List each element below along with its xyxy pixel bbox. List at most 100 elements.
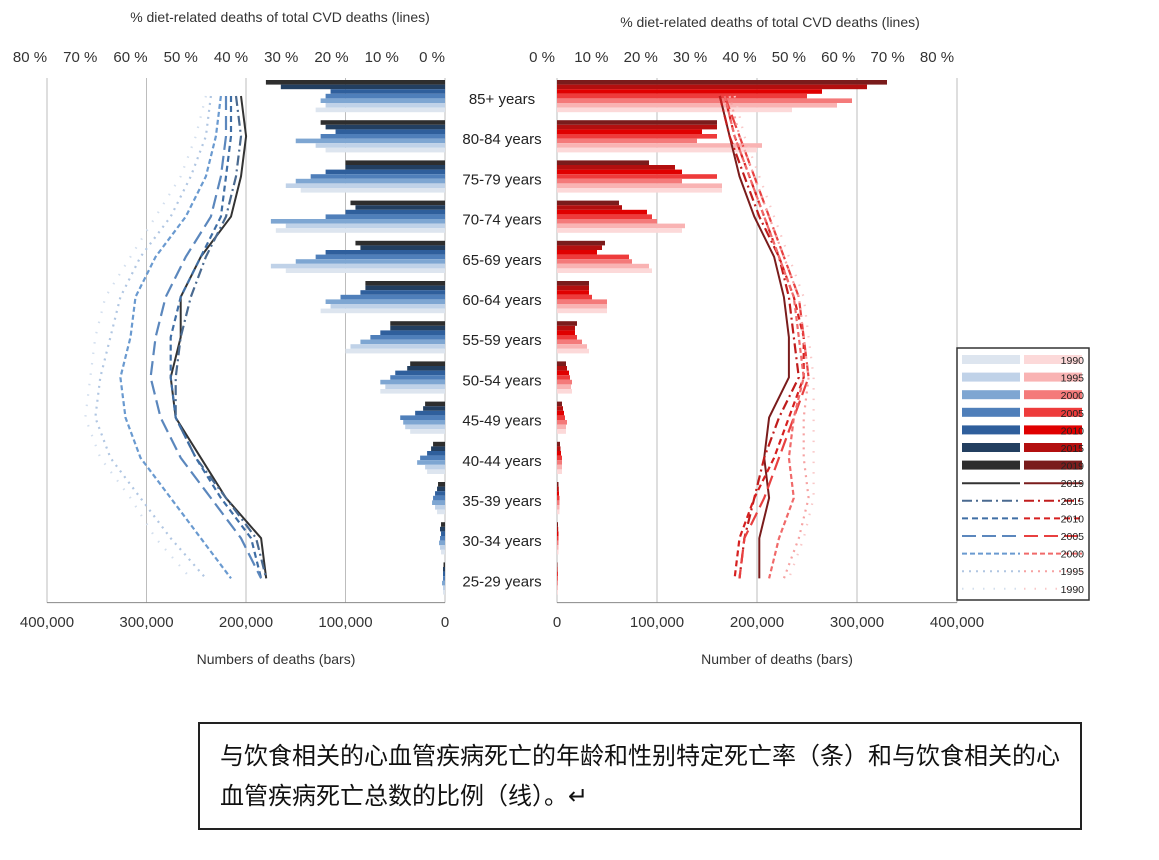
bar-right-2010 [557,169,682,175]
pct-axis-tick: 30 % [264,49,298,66]
bar-right-2005 [557,174,717,179]
legend-swatch-left-2000 [962,390,1020,400]
legend-swatch-right-2019 [1024,460,1082,470]
bar-right-1995 [557,384,571,389]
bar-left-2019 [443,562,445,567]
line-right-2000 [723,95,805,579]
bar-left-1995 [405,424,445,430]
bar-right-1995 [557,545,559,550]
legend-label: 2005 [1061,531,1085,543]
bar-left-2015 [355,205,445,210]
bar-left-2015 [345,165,445,170]
bar-right-1990 [557,308,607,314]
bar-right-2000 [557,138,697,144]
bar-left-2000 [295,178,445,184]
bar-right-2015 [557,285,589,291]
bar-left-2005 [433,495,445,501]
bar-left-1995 [435,505,445,510]
bar-right-1995 [557,464,562,470]
bar-left-2000 [417,460,445,465]
bar-left-2015 [280,84,445,90]
bar-axis-tick: 400,000 [20,614,74,631]
bar-right-1990 [557,228,682,233]
line-left-2005 [149,96,263,579]
legend-swatch-left-2010 [962,425,1020,435]
bar-left-2019 [390,321,445,326]
bar-right-2005 [557,335,577,340]
bar-left-1990 [285,268,445,273]
bar-left-2010 [415,410,445,416]
cvd-deaths-chart: 85+ years 80-84 years 75-79 years 70-74 yea… [13,9,1090,667]
bar-right-2019 [557,80,887,85]
bar-right-1990 [557,469,562,474]
bar-left-1990 [437,509,445,515]
age-label: 35-39 years [462,493,541,510]
pct-axis-tick: 10 % [365,49,399,66]
bar-left-2019 [350,200,445,206]
bar-right-2010 [557,129,702,134]
bar-left-2019 [441,522,445,527]
bar-right-1995 [557,183,722,188]
legend-label: 2005 [1061,408,1085,420]
bar-left-2000 [320,98,445,103]
bar-right-2010 [557,89,822,94]
bar-right-1990 [557,429,566,434]
pct-axis-tick: 0 % [529,49,555,66]
bar-right-2005 [557,93,807,99]
bar-right-1995 [557,103,837,108]
bar-left-2000 [439,540,445,546]
legend-swatch-left-2005 [962,407,1020,417]
bar-axis-tick: 0 [441,614,449,631]
age-label: 65-69 years [462,252,541,269]
bar-left-2019 [410,361,445,366]
bar-axis-tick: 400,000 [930,614,984,631]
caption-box: 与饮食相关的心血管疾病死亡的年龄和性别特定死亡率（条）和与饮食相关的心血管疾病死… [198,722,1082,830]
bar-right-1995 [557,304,607,309]
bar-right-1995 [557,223,685,229]
bar-right-2019 [557,441,560,447]
bar-right-2010 [557,209,647,215]
legend-swatch-left-2019 [962,460,1020,470]
bar-left-2010 [443,571,445,577]
bar-right-2015 [557,406,563,411]
line-left-2000 [119,95,232,580]
bar-right-1995 [557,424,566,430]
legend-label: 1990 [1061,355,1085,367]
line-right-2019 [718,95,790,579]
bar-left-2015 [365,285,445,291]
bar-left-1995 [425,464,445,470]
bar-left-1990 [380,389,445,394]
bar-right-2005 [557,576,558,581]
bar-left-2005 [310,174,445,179]
legend-label: 1995 [1061,373,1085,385]
bar-left-2010 [360,290,445,295]
bar-left-1995 [285,223,445,229]
bar-right-2015 [557,124,717,130]
pct-axis-tick: 80 % [13,49,47,66]
bar-left-2015 [440,526,445,532]
legend-label: 2010 [1061,425,1085,437]
bar-right-1990 [557,590,558,595]
age-label: 55-59 years [462,332,541,349]
bar-right-2000 [557,379,572,385]
bar-axis-tick: 200,000 [730,614,784,631]
bar-left-2005 [370,335,445,340]
bar-right-2019 [557,562,558,567]
pct-axis-tick: 60 % [821,49,855,66]
bar-right-2005 [557,415,565,420]
age-label: 40-44 years [462,453,541,470]
bar-right-2019 [557,401,562,407]
bar-right-2015 [557,205,622,210]
pct-axis-title: % diet-related deaths of total CVD death… [620,14,920,30]
bar-right-1990 [557,268,652,273]
legend-label: 2000 [1061,549,1085,561]
bar-left-2019 [355,240,445,246]
line-left-2019 [169,95,268,579]
bar-axis-title: Number of deaths (bars) [701,651,853,667]
bar-left-1990 [441,549,445,555]
bar-left-2000 [270,219,445,224]
bar-left-2005 [325,93,445,99]
bar-left-2015 [325,124,445,130]
bar-left-1990 [325,147,445,153]
legend-label: 1990 [1061,584,1085,596]
